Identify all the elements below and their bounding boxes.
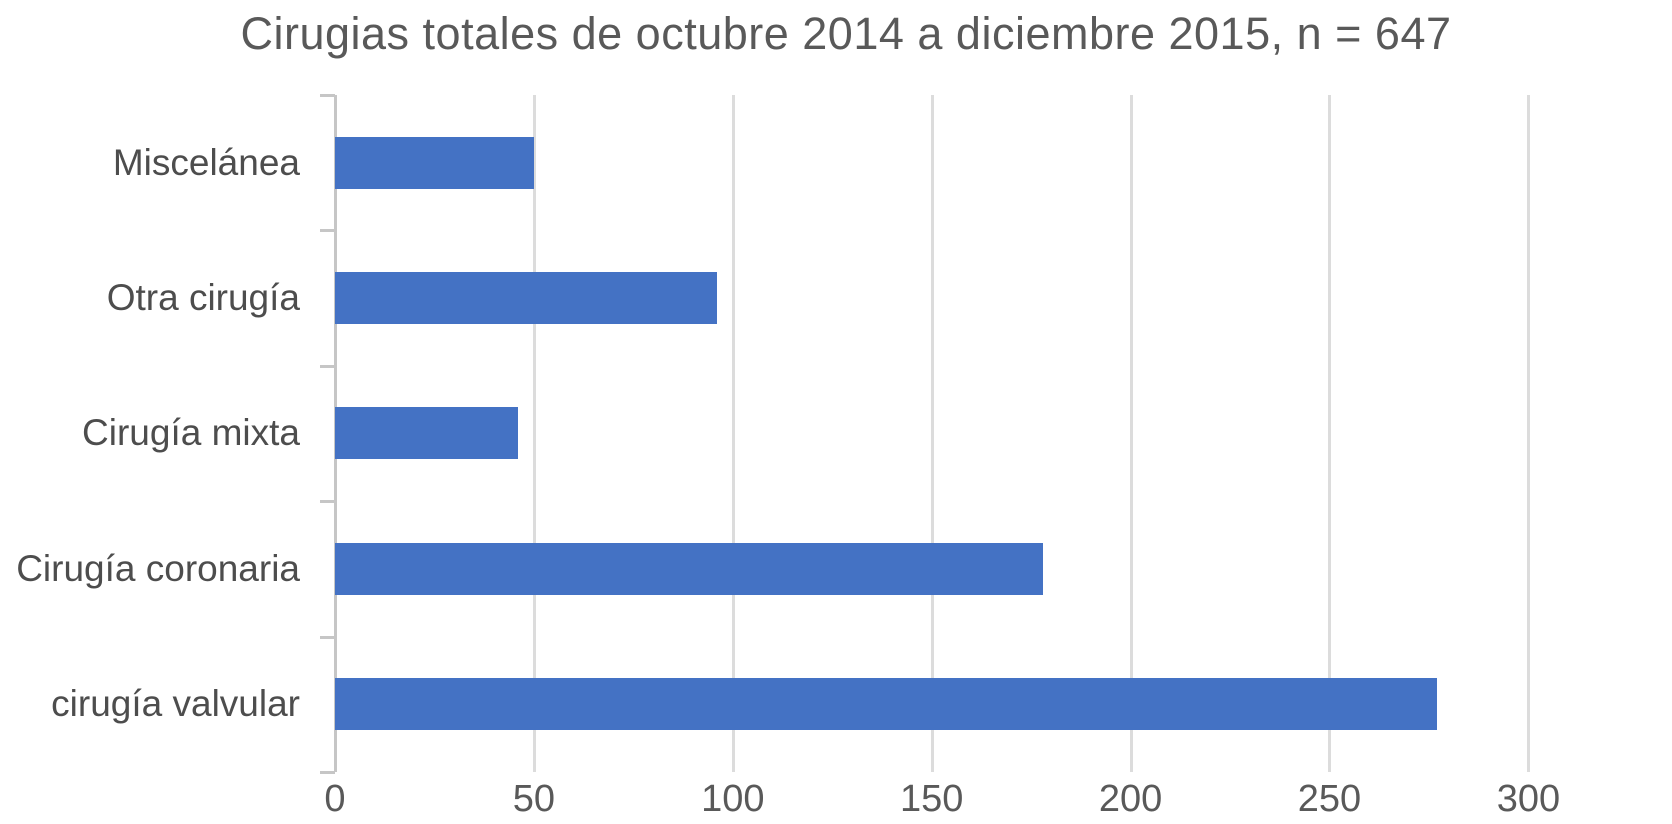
x-axis: 0 50 100 150 200 250 300: [324, 778, 1600, 824]
bar-row: [335, 637, 1600, 772]
gridline: [731, 95, 735, 772]
bar-row: [335, 501, 1600, 636]
category-label: Cirugía mixta: [82, 412, 300, 454]
plot-area: [320, 94, 1600, 774]
x-tick-label: 50: [512, 778, 556, 820]
gridline: [930, 95, 934, 772]
bar-otra-cirugía: [335, 272, 717, 325]
bar-cirugía-mixta: [335, 407, 518, 460]
category-label: Cirugía coronaria: [16, 547, 300, 589]
bar-cirugía-valvular: [335, 678, 1437, 731]
gridline: [532, 95, 536, 772]
gridline: [1129, 95, 1133, 772]
gridline: [1328, 95, 1332, 772]
gridline: [1527, 95, 1531, 772]
y-axis-tick: [320, 364, 335, 368]
y-axis-tick: [320, 94, 335, 97]
category-label: Miscelánea: [112, 141, 300, 183]
x-tick-label: 200: [1098, 778, 1163, 820]
bar-row: [335, 95, 1600, 230]
y-axis-tick: [320, 635, 335, 639]
x-tick-label: 150: [899, 778, 964, 820]
category-label: cirugía valvular: [51, 683, 300, 725]
category-axis: Miscelánea Otra cirugía Cirugía mixta Cirug…: [0, 95, 300, 772]
bar-row: [335, 230, 1600, 365]
bar-rows: [335, 95, 1600, 772]
x-tick-label: 0: [324, 778, 346, 820]
y-axis-tick: [320, 229, 335, 233]
bar-row: [335, 366, 1600, 501]
bar-cirugía-coronaria: [335, 542, 1044, 595]
x-tick-label: 100: [701, 778, 765, 820]
bar-miscelánea: [335, 136, 534, 189]
x-tick-label: 250: [1297, 778, 1362, 820]
category-label: Otra cirugía: [106, 277, 300, 319]
x-tick-label: 300: [1496, 778, 1561, 820]
y-axis-tick: [320, 500, 335, 504]
chart-title: Cirugias totales de octubre 2014 a dicie…: [240, 8, 1452, 59]
y-axis-tick: [320, 771, 335, 774]
